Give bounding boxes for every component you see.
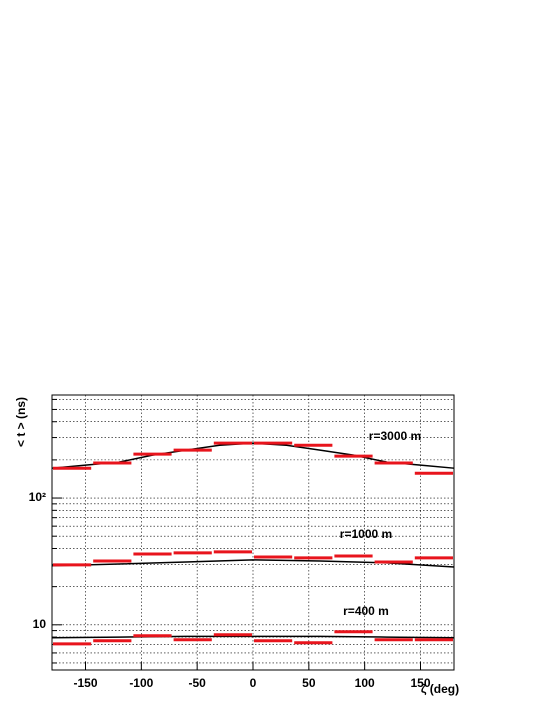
- series-label: r=3000 m: [369, 429, 421, 443]
- x-tick-label: 100: [355, 676, 375, 690]
- x-axis-title: ζ (deg): [421, 682, 459, 696]
- x-tick-label: 0: [250, 676, 257, 690]
- x-tick-label: -50: [188, 676, 206, 690]
- series-label: r=400 m: [343, 604, 389, 618]
- y-tick-label: 10²: [29, 490, 46, 504]
- x-tick-label: -100: [129, 676, 153, 690]
- y-axis-title: < t > (ns): [14, 397, 28, 447]
- series-label: r=1000 m: [340, 527, 392, 541]
- fit-curve: [51, 635, 455, 639]
- x-tick-label: 150: [410, 676, 430, 690]
- y-tick-label: 10: [33, 617, 47, 631]
- x-tick-label: -150: [73, 676, 97, 690]
- x-tick-label: 50: [302, 676, 316, 690]
